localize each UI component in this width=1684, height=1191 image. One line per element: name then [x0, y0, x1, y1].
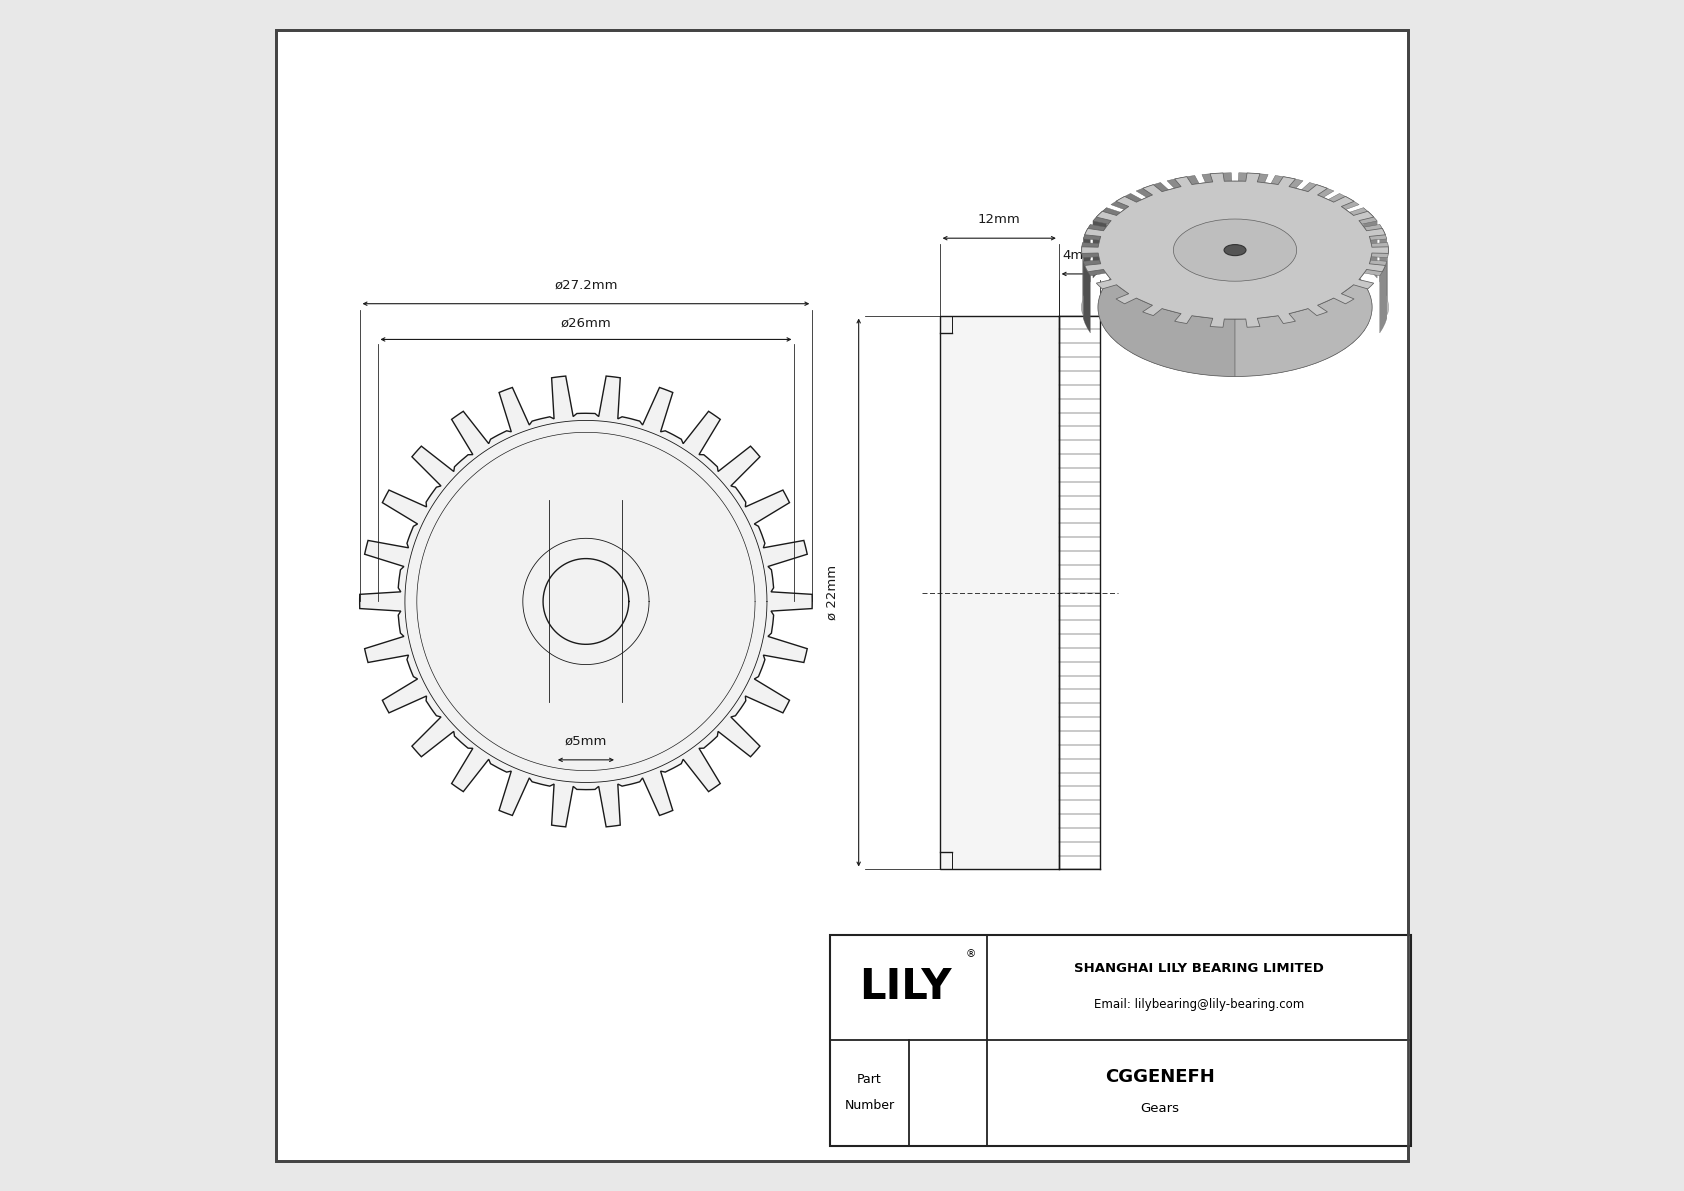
Ellipse shape	[1174, 219, 1297, 281]
Polygon shape	[1083, 224, 1090, 297]
Text: Gears: Gears	[1140, 1102, 1179, 1115]
Text: 4mm: 4mm	[1063, 249, 1096, 262]
Polygon shape	[1364, 207, 1378, 279]
Polygon shape	[1098, 181, 1234, 376]
Text: Part: Part	[857, 1073, 882, 1086]
Text: LILY: LILY	[859, 966, 951, 1009]
Polygon shape	[1202, 173, 1231, 182]
Polygon shape	[1093, 207, 1120, 224]
Polygon shape	[1093, 207, 1106, 279]
Text: 12mm: 12mm	[978, 213, 1021, 226]
Polygon shape	[1081, 173, 1388, 328]
Polygon shape	[1271, 175, 1303, 188]
Text: ø26mm: ø26mm	[561, 317, 611, 330]
Polygon shape	[1349, 207, 1378, 224]
Ellipse shape	[1224, 244, 1246, 256]
Polygon shape	[1379, 224, 1388, 297]
Text: CGGENEFH: CGGENEFH	[1105, 1068, 1214, 1086]
Polygon shape	[1167, 175, 1199, 188]
Text: Email: lilybearing@lily-bearing.com: Email: lilybearing@lily-bearing.com	[1095, 998, 1305, 1010]
Polygon shape	[1081, 243, 1098, 257]
Polygon shape	[1371, 243, 1388, 257]
Text: ø 22mm: ø 22mm	[825, 565, 839, 621]
Polygon shape	[1329, 193, 1359, 210]
Polygon shape	[1302, 182, 1334, 198]
Polygon shape	[1379, 261, 1388, 333]
Text: ®: ®	[965, 949, 975, 959]
Text: ø5mm: ø5mm	[564, 735, 608, 748]
Polygon shape	[1234, 181, 1372, 376]
Text: ø27.2mm: ø27.2mm	[554, 279, 618, 292]
Polygon shape	[360, 376, 812, 827]
Polygon shape	[1083, 260, 1106, 276]
Polygon shape	[1137, 182, 1169, 198]
Polygon shape	[1364, 224, 1388, 241]
Polygon shape	[1111, 193, 1142, 210]
Bar	[830, 935, 1411, 1146]
Polygon shape	[1364, 260, 1388, 276]
Text: Number: Number	[844, 1099, 894, 1112]
Polygon shape	[1083, 261, 1090, 333]
Polygon shape	[1238, 173, 1268, 182]
Text: SHANGHAI LILY BEARING LIMITED: SHANGHAI LILY BEARING LIMITED	[1074, 962, 1324, 974]
Polygon shape	[940, 316, 1059, 869]
Polygon shape	[1083, 224, 1106, 241]
Ellipse shape	[1098, 238, 1372, 376]
